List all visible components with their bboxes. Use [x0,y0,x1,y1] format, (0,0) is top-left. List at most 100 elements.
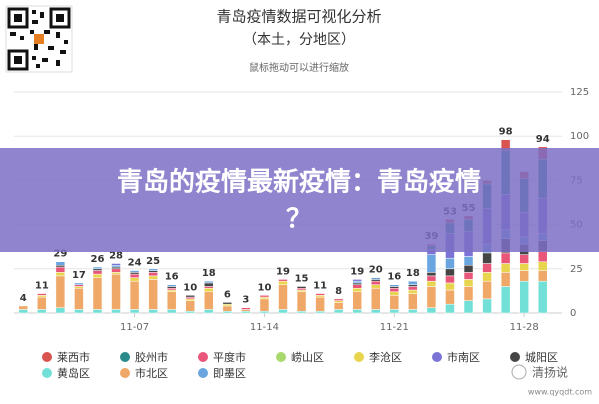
bar-segment [222,302,233,305]
legend-swatch [276,352,286,362]
watermark-url: www.qyqdt.com [528,388,592,397]
bar-segment [55,261,66,266]
legend-label: 莱西市 [57,350,90,364]
y-tick-label: 125 [570,87,589,98]
bar-segment [55,275,66,308]
bar-segment [463,300,474,314]
bar-segment [166,287,177,291]
bar-segment [278,284,288,310]
bar-segment [129,309,140,314]
legend-swatch [432,352,442,362]
qr-code [5,5,73,73]
legend-swatch [42,352,52,362]
bar-segment [389,286,400,289]
bar-segment [204,287,214,293]
total-label: 11 [313,281,327,292]
bar-segment [371,284,381,289]
bar-segment [445,303,455,314]
total-label: 20 [369,265,383,276]
bar-segment [296,286,307,289]
bar-segment [259,310,270,314]
bar-segment [204,309,214,314]
bar-segment [204,286,214,289]
bar-segment [463,265,474,273]
legend-label: 城阳区 [525,351,558,364]
bar-segment [333,300,344,303]
total-label: 18 [202,268,216,279]
total-label: 26 [91,254,105,265]
bar-segment [482,280,492,300]
bar-segment [500,286,511,314]
total-label: 6 [224,289,231,300]
bar-segment [371,280,381,285]
overlay-banner [0,148,599,252]
bar-segment [111,263,121,266]
bar-segment [463,256,474,266]
overlay-title-cont: ？ [286,205,312,235]
bar-segment [166,289,177,293]
bar-segment [185,310,195,314]
legend-swatch [510,352,520,362]
bar-segment [129,272,140,275]
bar-segment [55,266,66,273]
bar-segment [111,272,121,275]
bar-segment [148,268,158,271]
bar-segment [74,284,84,287]
total-label: 98 [499,127,513,138]
total-label: 10 [183,282,197,293]
bar-segment [519,270,529,282]
bar-segment [445,268,455,277]
y-tick-label: 100 [570,131,589,142]
legend-label: 胶州市 [135,350,168,364]
bar-segment [333,302,344,310]
legend-label: 李沧区 [369,350,402,364]
bar-segment [111,273,121,310]
bar-segment [166,284,177,287]
bar-segment [352,284,362,289]
chart-subtitle: （本土，分地区） [243,32,355,48]
bar-segment [482,272,492,282]
bar-segment [129,273,140,278]
bar-segment [408,284,418,287]
bar-segment [389,309,400,314]
legend-label: 即墨区 [213,367,246,380]
bar-segment [352,279,362,282]
total-label: 15 [295,273,309,284]
bar-segment [111,265,121,268]
overlay-title: 青岛的疫情最新疫情：青岛疫情 [117,167,481,198]
legend-label: 黄岛区 [57,366,90,380]
bar-segment [241,307,251,310]
total-label: 11 [35,281,49,292]
bar-segment [352,280,362,284]
bar-segment [482,263,492,273]
bar-segment [408,289,418,294]
total-label: 8 [335,286,342,297]
bar-segment [408,293,418,310]
bar-segment [482,298,492,314]
bar-segment [129,277,140,282]
bar-segment [129,280,140,310]
total-label: 19 [350,266,364,277]
legend-label: 市北区 [135,366,168,380]
bar-segment [537,270,548,282]
bar-segment [92,309,103,314]
bar-segment [371,279,381,282]
bar-segment [166,309,177,314]
bar-segment [315,310,325,314]
bar-segment [537,250,548,262]
bar-segment [500,252,511,264]
legend-swatch [354,352,364,362]
legend-swatch [198,368,208,378]
bar-segment [371,309,381,314]
legend-label: 崂山区 [291,351,324,364]
bar-segment [92,277,103,310]
bar-segment [296,289,307,293]
bar-segment [148,275,158,280]
bar-segment [333,298,344,301]
bar-segment [315,296,325,312]
x-tick-label: 11-21 [380,322,409,333]
total-label: 25 [146,256,160,267]
bar-segment [463,279,474,287]
total-label: 10 [257,282,271,293]
total-label: 29 [53,249,67,260]
